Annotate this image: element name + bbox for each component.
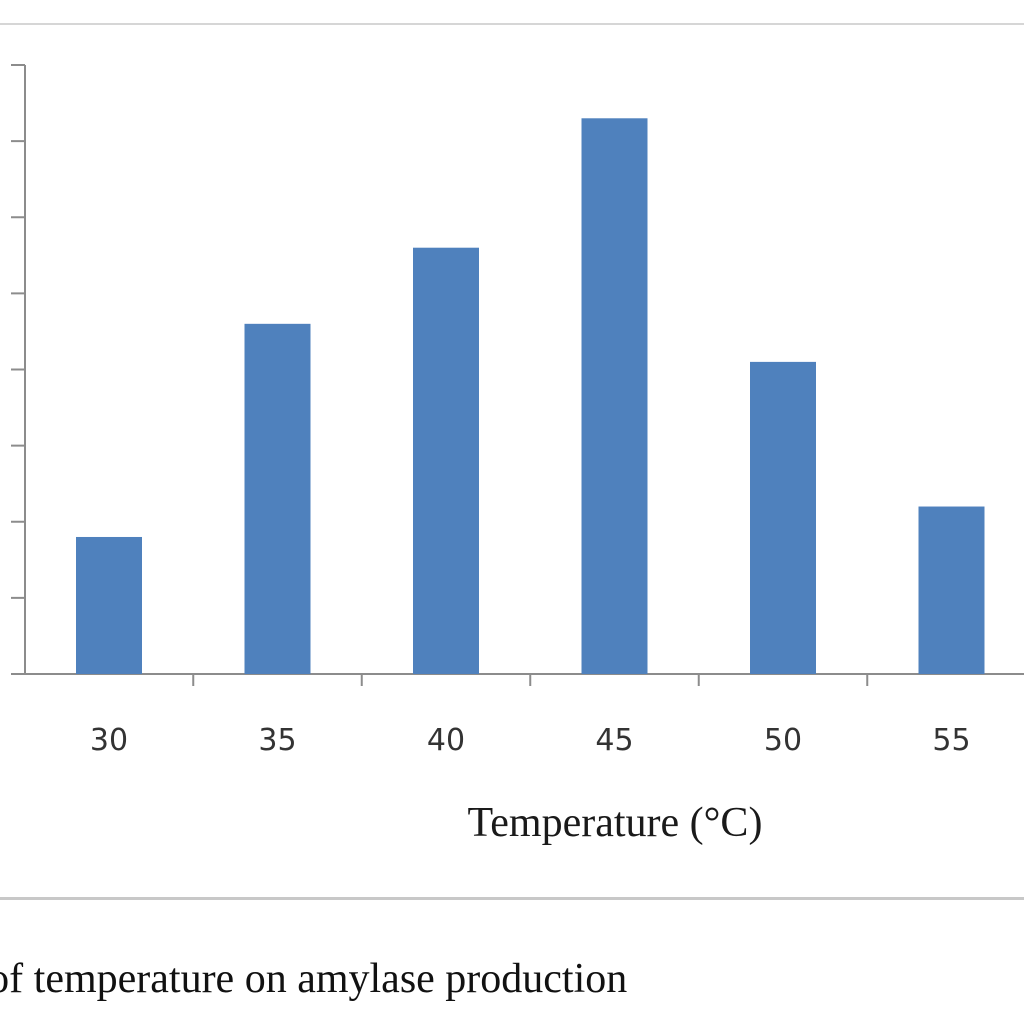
caption-text: t of temperature on amylase production xyxy=(0,956,628,1002)
x-tick-labels: 30 35 40 45 50 55 xyxy=(90,723,971,758)
x-tick-label: 30 xyxy=(90,723,128,758)
bar-chart: 30 35 40 45 50 55 Temperature (°C) xyxy=(11,64,1024,846)
x-axis-label: Temperature (°C) xyxy=(468,800,763,846)
bar xyxy=(750,361,816,674)
x-tick-label: 35 xyxy=(258,723,296,758)
bar xyxy=(244,323,311,674)
x-tick-label: 45 xyxy=(595,723,633,758)
bar xyxy=(581,118,648,675)
x-tick-label: 50 xyxy=(764,723,802,758)
figure-caption: t of temperature on amylase production xyxy=(0,955,1024,1003)
chart-bars xyxy=(76,118,985,675)
x-tick-label: 55 xyxy=(932,723,970,758)
bar xyxy=(918,506,985,674)
figure-frame-bottom xyxy=(0,897,1024,900)
bar xyxy=(76,536,142,674)
chart-axes xyxy=(11,64,1024,686)
x-tick-label: 40 xyxy=(427,723,465,758)
figure-frame-top xyxy=(0,23,1024,25)
bar xyxy=(413,247,479,674)
